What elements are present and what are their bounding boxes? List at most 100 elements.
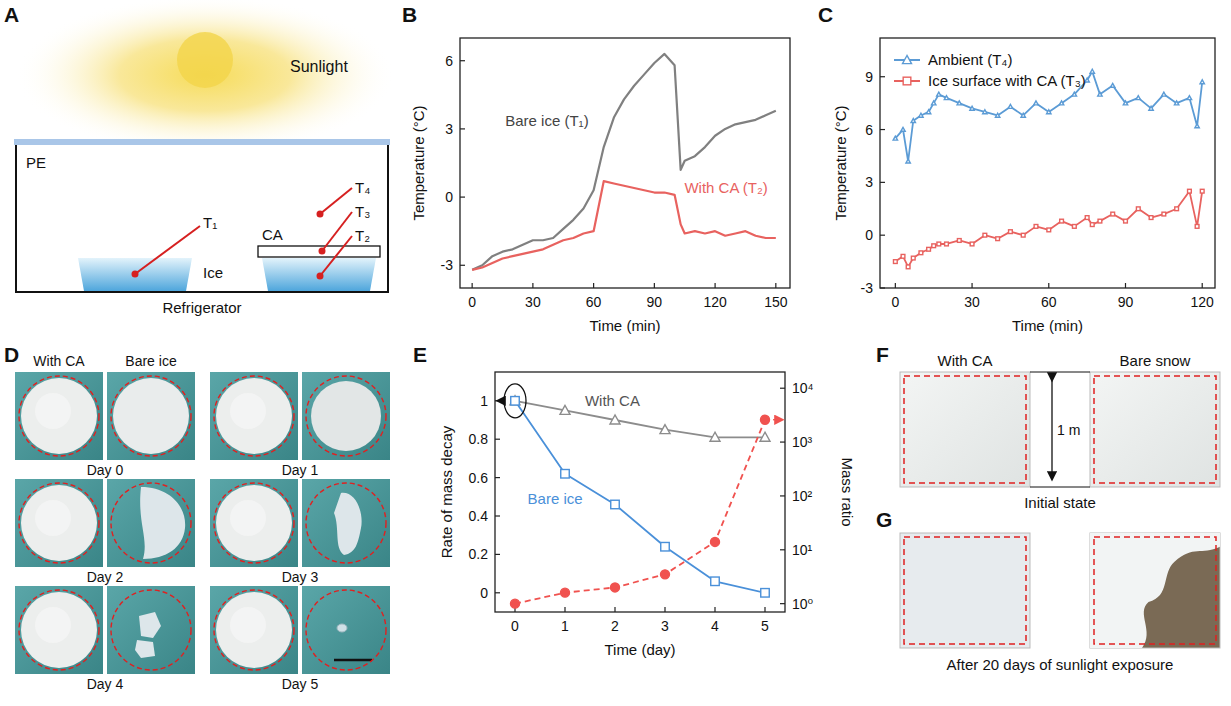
probe-t1 <box>135 226 200 274</box>
ice-sample <box>135 640 155 658</box>
x-tick-label: 120 <box>1191 294 1215 310</box>
marker-circle <box>661 570 670 579</box>
x-tick-label: 3 <box>661 618 669 634</box>
sample-outline <box>214 376 294 456</box>
y-tick <box>460 265 465 266</box>
plot-frame <box>460 38 790 288</box>
y-tick-label: 6 <box>445 53 453 69</box>
y-axis-title: Rate of mass decay <box>438 425 455 558</box>
y-tick-label: -3 <box>441 257 454 273</box>
sample-outline <box>214 483 294 563</box>
panel-letter: F <box>876 343 889 366</box>
marker-circle <box>511 599 520 608</box>
x-tick-label: 1 <box>561 618 569 634</box>
marker-triangle <box>983 110 987 114</box>
x-tick <box>1202 283 1203 288</box>
marker-square <box>1090 223 1094 227</box>
x-tick <box>1125 283 1126 288</box>
photo <box>1090 372 1220 487</box>
x-tick-label: 2 <box>611 618 619 634</box>
sample-outline <box>111 376 191 456</box>
probe-t2 <box>320 236 352 276</box>
x-tick <box>1048 283 1049 288</box>
marker-triangle <box>1123 101 1127 105</box>
y-tick <box>495 439 500 440</box>
marker-triangle <box>560 405 570 414</box>
day-label: Day 2 <box>87 569 124 585</box>
x-tick <box>971 283 972 288</box>
x-tick <box>764 607 765 612</box>
ice-sample <box>334 493 362 555</box>
chart-panel: B0306090120150-3036Time (min)Temperature… <box>402 3 790 334</box>
probe-label: T₃ <box>355 203 370 220</box>
panel-letter: A <box>4 3 19 26</box>
marker-triangle <box>1149 106 1153 110</box>
marker-triangle <box>1136 96 1140 100</box>
y-tick <box>495 477 500 478</box>
probe-tip <box>317 211 324 218</box>
y2-tick <box>780 603 785 604</box>
sample-outline <box>111 483 191 563</box>
axis-indicator-arrow <box>498 400 504 401</box>
sample-outline <box>904 537 1026 644</box>
x-axis-title: Time (day) <box>604 641 675 658</box>
x-tick-label: 90 <box>647 294 663 310</box>
series-line <box>472 54 776 270</box>
marker-square <box>996 237 1000 241</box>
y-tick <box>880 129 885 130</box>
x-tick <box>714 283 715 288</box>
covered-ice <box>262 258 376 291</box>
sunlight-label: Sunlight <box>290 58 348 75</box>
sample-outline <box>306 376 386 456</box>
photo <box>302 479 390 567</box>
marker-square <box>983 233 987 237</box>
marker-square <box>906 265 910 269</box>
x-tick <box>593 283 594 288</box>
photo <box>302 372 390 460</box>
marker-square <box>661 542 670 551</box>
column-label: Bare snow <box>1120 352 1191 369</box>
caption: After 20 days of sunlight exposure <box>947 656 1174 673</box>
column-label: With CA <box>937 352 992 369</box>
marker-triangle <box>906 159 910 163</box>
y-tick <box>460 128 465 129</box>
pe-label: PE <box>26 154 46 171</box>
marker-triangle <box>610 415 620 424</box>
marker-triangle <box>1047 110 1051 114</box>
marker-square <box>561 470 570 479</box>
panel-letter: C <box>818 3 833 26</box>
ice-photos-panel: DWith CABare iceDay 0Day 1Day 2Day 3Day … <box>4 343 390 692</box>
y-tick-label: 0 <box>480 585 488 601</box>
series-label: Bare ice (T₁) <box>505 112 588 129</box>
x-tick-label: 0 <box>511 618 519 634</box>
y-axis-title: Temperature (°C) <box>410 105 427 220</box>
marker-triangle <box>1111 83 1115 87</box>
marker-square <box>945 242 949 246</box>
probe-t3 <box>322 212 352 251</box>
x-tick <box>472 283 473 288</box>
x-tick-label: 30 <box>964 294 980 310</box>
ca-sample <box>216 378 292 454</box>
sample-outline <box>19 590 99 670</box>
series-line <box>515 401 765 593</box>
sample-outline <box>19 376 99 456</box>
diagram-panel: ASunlightPET₁IceCAT₄T₃T₂Refrigerator <box>4 0 395 316</box>
marker-triangle <box>1034 101 1038 105</box>
ca-texture <box>35 393 71 429</box>
column-label: Bare ice <box>125 353 177 369</box>
marker-triangle <box>1162 92 1166 96</box>
marker-square <box>611 500 620 509</box>
probe-tip <box>319 248 326 255</box>
marker-circle <box>561 588 570 597</box>
ca-sample <box>21 378 97 454</box>
photo <box>900 533 1030 648</box>
y-tick-label: 9 <box>865 69 873 85</box>
plot-frame <box>495 372 785 612</box>
marker-square <box>1149 216 1153 220</box>
marker-square <box>1085 216 1089 220</box>
x-axis-title: Time (min) <box>1012 317 1083 334</box>
ca-texture <box>230 500 266 536</box>
sample-outline <box>111 590 191 670</box>
marker-square <box>1124 219 1128 223</box>
y-tick-label: 3 <box>865 174 873 190</box>
